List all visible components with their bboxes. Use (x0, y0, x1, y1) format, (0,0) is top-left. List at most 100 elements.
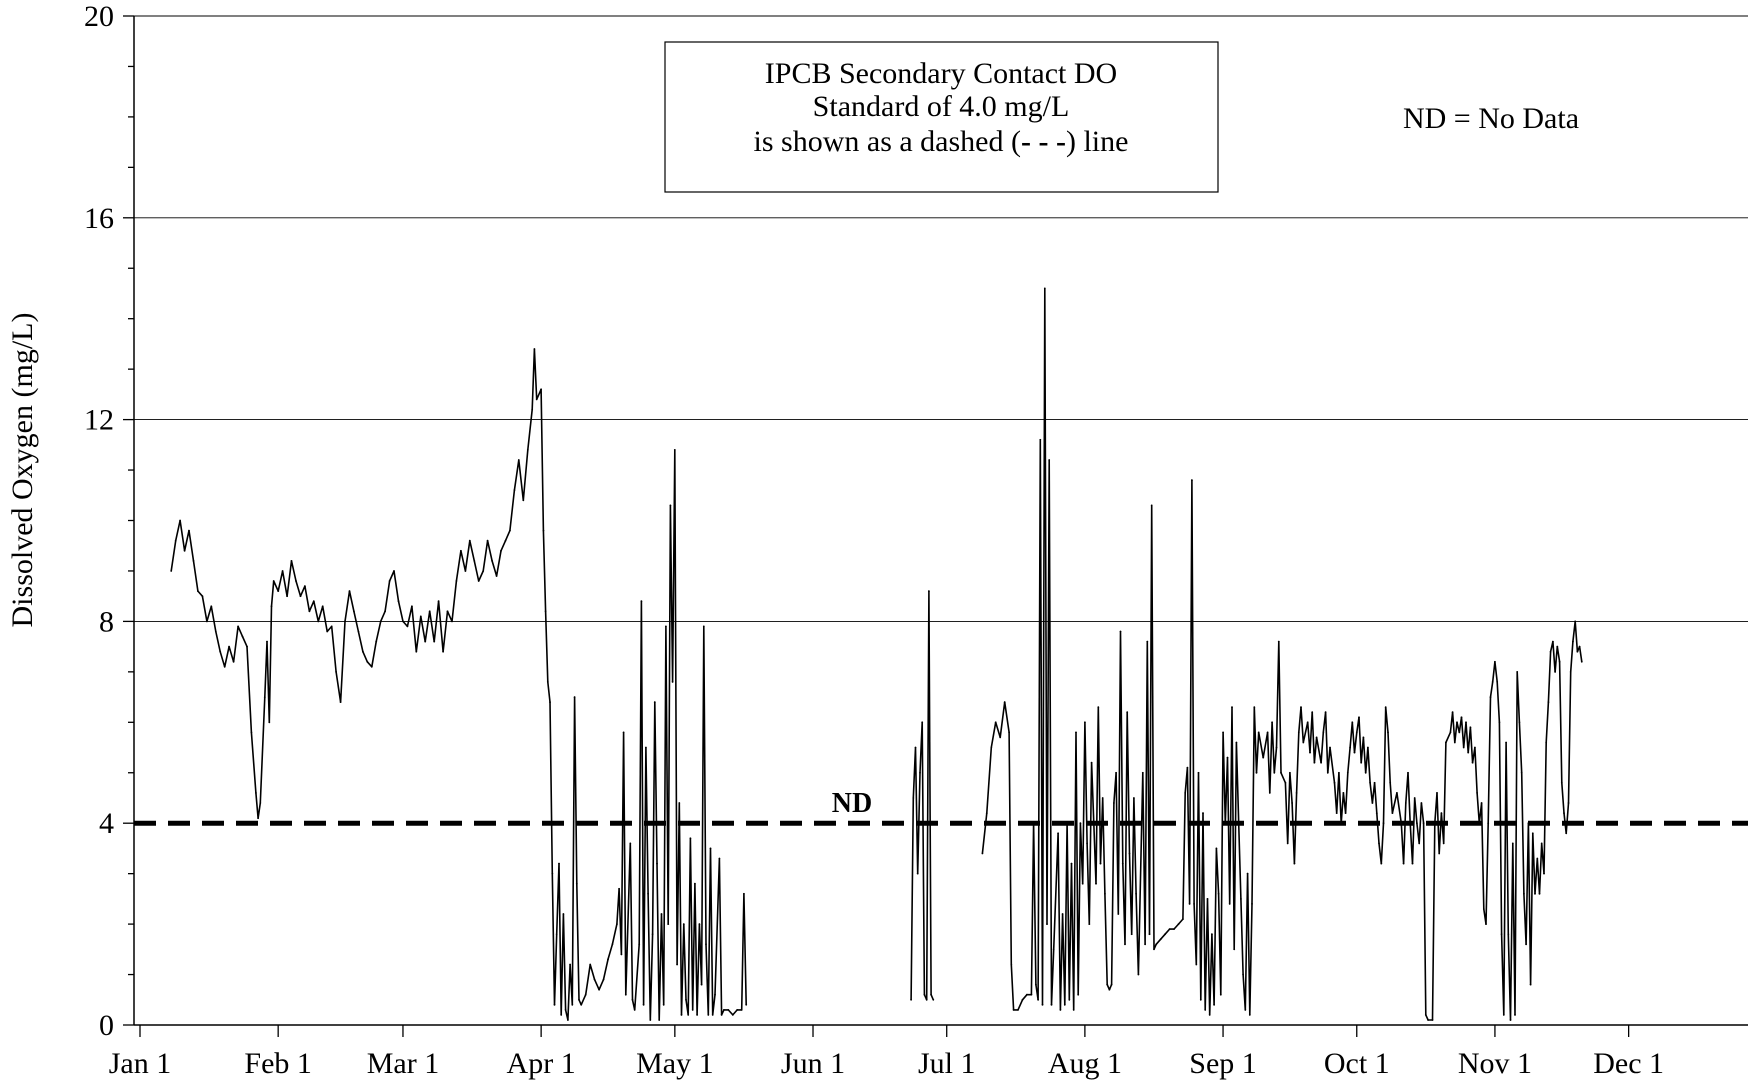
series-0-point-394 (1529, 983, 1532, 986)
series-0-point-264 (1217, 892, 1220, 895)
series-0-point-269 (1228, 903, 1231, 905)
series-0-point-216 (1095, 882, 1097, 885)
series-0-point-408 (1560, 781, 1563, 784)
series-0-point-372 (1480, 802, 1483, 804)
series-0-point-84 (531, 408, 534, 411)
series-0-point-300 (1306, 721, 1309, 724)
series-0-point-27 (277, 590, 280, 592)
series-0-point-60 (424, 640, 427, 643)
series-0-point-397 (1536, 857, 1539, 860)
series-0-point-240 (1150, 504, 1153, 507)
series-0-point-325 (1367, 746, 1369, 749)
series-0-point-56 (406, 625, 409, 628)
series-0-point-256 (1199, 998, 1202, 1001)
series-0-point-402 (1547, 701, 1550, 703)
series-0-point-98 (564, 1009, 567, 1011)
series-0-point-86 (535, 398, 538, 401)
series-0-point-248 (1182, 918, 1184, 920)
series-0-point-301 (1309, 751, 1311, 754)
series-0-point-118 (629, 842, 632, 845)
series-0-point-233 (1133, 797, 1135, 799)
series-0-point-130 (658, 1019, 661, 1021)
series-0-point-331 (1380, 862, 1383, 865)
series-0-point-4 (188, 529, 190, 532)
series-0-point-302 (1311, 711, 1314, 714)
series-0-point-14 (232, 660, 235, 663)
series-0-point-306 (1322, 731, 1325, 734)
note-line-3: is shown as a dashed (- - -) line (754, 125, 1129, 158)
series-0-point-179 (994, 721, 997, 724)
series-0-point-57 (411, 605, 413, 608)
series-0-point-149 (700, 983, 703, 986)
series-0-point-154 (711, 1014, 714, 1016)
x-tick-label-11: Dec 1 (1593, 1047, 1664, 1080)
note-dash-sample: - - - (1021, 125, 1066, 158)
series-0-point-100 (569, 963, 571, 966)
series-0-point-169 (919, 771, 921, 774)
series-0-point-124 (645, 746, 647, 749)
series-0-point-1 (174, 539, 177, 542)
series-0-point-239 (1148, 933, 1151, 936)
series-0-point-403 (1549, 650, 1552, 653)
series-0-point-111 (607, 958, 609, 961)
series-0-point-194 (1043, 287, 1046, 290)
series-0-point-307 (1324, 711, 1327, 714)
series-0-point-267 (1224, 822, 1227, 825)
series-0-point-384 (1507, 933, 1510, 936)
series-0-point-96 (560, 1014, 563, 1016)
series-0-point-235 (1137, 973, 1140, 976)
series-0-point-401 (1545, 741, 1548, 744)
series-0-point-345 (1416, 822, 1418, 825)
series-0-point-170 (921, 721, 924, 724)
series-0-point-370 (1476, 792, 1478, 794)
series-0-point-295 (1293, 862, 1296, 865)
series-0-point-17 (246, 645, 248, 648)
series-0-point-157 (720, 1014, 723, 1016)
series-0-point-245 (1168, 928, 1171, 930)
series-0-point-213 (1088, 923, 1091, 925)
series-0-point-344 (1413, 797, 1416, 799)
series-0-point-160 (731, 1014, 734, 1016)
series-0-point-234 (1135, 892, 1137, 895)
series-0-point-191 (1037, 998, 1039, 1001)
series-0-point-337 (1396, 792, 1398, 794)
series-0-point-43 (348, 590, 351, 592)
series-0-point-297 (1297, 731, 1300, 734)
series-0-point-347 (1420, 802, 1423, 804)
series-0-point-409 (1563, 812, 1565, 814)
series-0-point-341 (1407, 771, 1409, 774)
x-tick-label-4: May 1 (636, 1047, 714, 1080)
series-0-point-88 (542, 529, 545, 532)
series-0-point-201 (1061, 913, 1064, 915)
series-0-point-254 (1195, 963, 1198, 966)
series-0-point-255 (1197, 771, 1200, 774)
series-0-point-20 (257, 817, 259, 820)
series-0-point-8 (206, 620, 208, 623)
series-0-point-398 (1538, 892, 1541, 895)
series-0-point-92 (551, 872, 554, 875)
series-0-point-298 (1300, 706, 1302, 709)
series-0-point-188 (1030, 993, 1033, 996)
series-0-point-83 (526, 449, 529, 451)
series-0-point-258 (1204, 1009, 1207, 1011)
series-0-point-139 (678, 802, 681, 804)
series-0-point-51 (384, 610, 386, 613)
series-0-point-232 (1130, 933, 1133, 936)
series-0-point-58 (415, 650, 418, 653)
y-tick-label-4: 4 (99, 807, 114, 840)
series-0-point-45 (357, 630, 360, 633)
series-0-point-388 (1516, 671, 1519, 673)
series-0-point-400 (1543, 872, 1545, 875)
series-0-point-304 (1315, 736, 1318, 739)
series-0-point-71 (473, 560, 476, 562)
series-0-point-316 (1346, 771, 1349, 774)
series-0-point-46 (362, 650, 364, 653)
series-0-point-376 (1489, 696, 1492, 698)
series-0-point-167 (914, 746, 917, 749)
series-0-point-332 (1382, 822, 1385, 825)
series-0-point-182 (1008, 731, 1010, 734)
series-0-point-180 (999, 736, 1002, 739)
series-0-point-415 (1576, 650, 1579, 653)
series-0-point-37 (321, 605, 324, 608)
series-0-point-65 (446, 610, 449, 613)
